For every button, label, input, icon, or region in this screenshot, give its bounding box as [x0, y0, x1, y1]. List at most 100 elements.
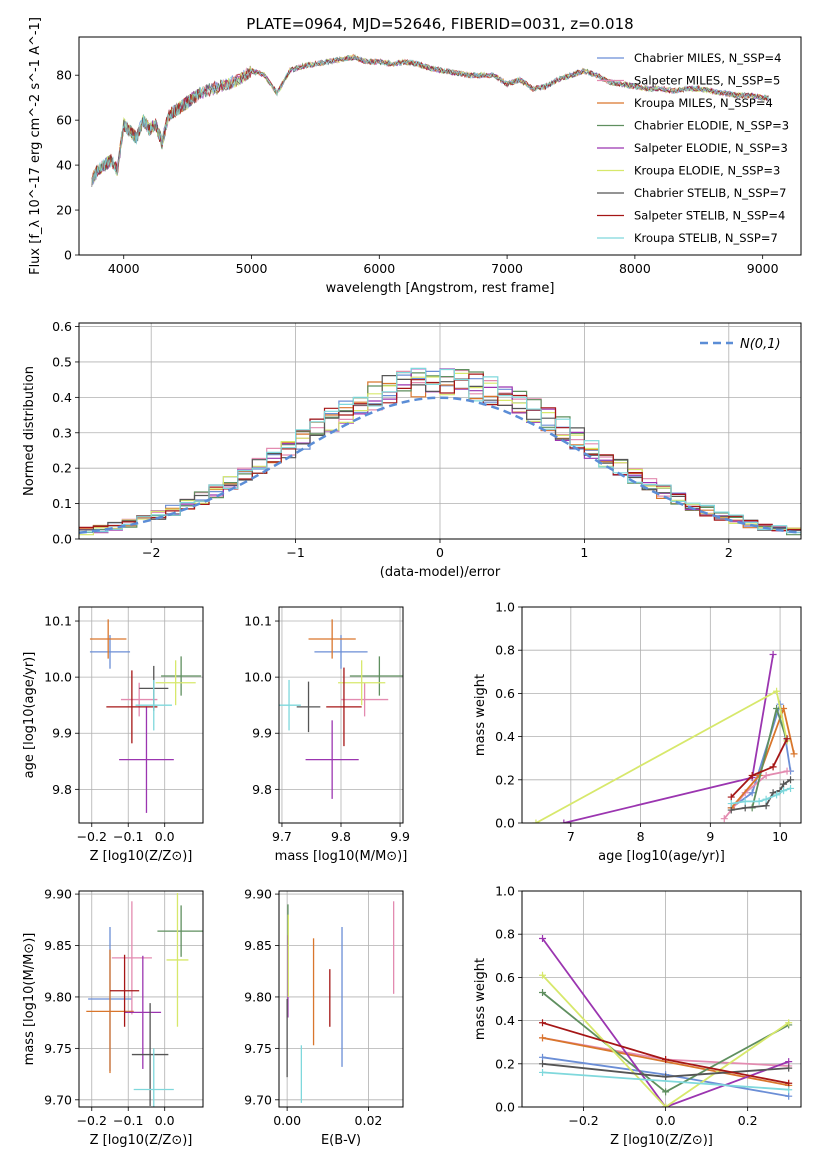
- errorbar-point: [124, 955, 162, 1069]
- errorbar-point: [155, 660, 196, 706]
- weight-line: [730, 705, 795, 809]
- weight-marker: [773, 687, 781, 695]
- y-tick-label: 9.70: [44, 1092, 72, 1107]
- x-tick-label: −0.1: [113, 1113, 143, 1128]
- errorbar-point: [157, 905, 203, 957]
- errorbars: [286, 901, 395, 1103]
- errorbar-point: [326, 667, 362, 747]
- y-tick-label: 10.1: [44, 614, 72, 629]
- x-axis-label: Z [log10(Z/Z⊙)]: [90, 849, 193, 864]
- y-tick-label: 0.4: [495, 1013, 515, 1028]
- x-tick-label: −0.1: [113, 829, 143, 844]
- spectrum-line: [91, 55, 769, 188]
- x-tick-label: 1: [580, 545, 588, 560]
- weight-marker: [560, 819, 568, 823]
- y-tick-label: 0.6: [495, 686, 515, 701]
- errorbar-point: [166, 893, 189, 1027]
- weight-line: [542, 1071, 789, 1091]
- weight-line: [535, 689, 788, 823]
- y-tick-label: 80: [56, 68, 72, 83]
- x-axis-label: wavelength [Angstrom, rest frame]: [326, 281, 555, 296]
- y-tick-label: 0.2: [495, 772, 515, 787]
- errorbar-point: [338, 660, 386, 706]
- errorbar-point: [135, 679, 172, 731]
- normal-curve: [79, 396, 801, 535]
- spectrum-line: [91, 54, 769, 185]
- x-axis-label: mass [log10(M/M⊙)]: [275, 849, 408, 864]
- axes-frame: [521, 890, 802, 1108]
- errorbar-point: [279, 679, 301, 731]
- y-tick-label: 0.0: [495, 1100, 515, 1115]
- x-tick-label: −2: [142, 545, 160, 560]
- y-axis-label: age [log10(age/yr)]: [22, 652, 37, 779]
- y-tick-label: 0.8: [495, 927, 515, 942]
- errorbar-point: [89, 635, 131, 669]
- axes-frame: [78, 890, 204, 1108]
- weight-marker: [780, 705, 788, 713]
- weight-line: [730, 738, 788, 798]
- weight-marker: [785, 1092, 793, 1100]
- weight-line: [541, 937, 790, 1107]
- y-tick-label: 9.80: [44, 989, 72, 1004]
- axes-frame: [78, 606, 204, 824]
- weight-marker: [755, 797, 763, 805]
- weight-marker: [780, 780, 788, 788]
- weight-marker: [783, 735, 791, 743]
- errorbar-point: [86, 949, 134, 1074]
- y-tick-label: 40: [56, 158, 72, 173]
- y-tick-label: 0.8: [495, 643, 515, 658]
- errorbar-point: [106, 670, 158, 744]
- errorbar-point: [131, 1003, 169, 1106]
- y-tick-label: 9.80: [244, 989, 272, 1004]
- errorbar-point: [305, 720, 359, 799]
- x-tick-label: −1: [286, 545, 304, 560]
- errorbar-point: [341, 682, 389, 717]
- y-tick-label: 0.3: [52, 425, 72, 440]
- histograms: [79, 367, 801, 536]
- weight-marker: [748, 771, 756, 779]
- weight-marker: [727, 806, 735, 814]
- weight-lines: [539, 935, 793, 1107]
- histogram-step: [79, 367, 801, 534]
- weight-line: [541, 974, 790, 1107]
- weight-lines: [532, 651, 798, 823]
- errorbar-point: [111, 901, 152, 1015]
- legend-label: Chabrier STELIB, N_SSP=7: [634, 186, 786, 200]
- weight-marker: [787, 784, 795, 792]
- y-tick-label: 10.0: [244, 670, 272, 685]
- weight-marker: [780, 787, 788, 795]
- y-tick-label: 0.6: [495, 970, 515, 985]
- y-tick-label: 9.70: [244, 1092, 272, 1107]
- weight-marker: [662, 1073, 670, 1081]
- weight-line: [723, 770, 788, 820]
- weight-marker: [785, 1086, 793, 1094]
- x-tick-label: 6000: [363, 261, 395, 276]
- y-tick-label: 9.9: [52, 726, 72, 741]
- x-tick-label: 4000: [108, 261, 140, 276]
- x-tick-label: 9.9: [390, 829, 410, 844]
- axes-spectrum: 4000 5000 6000 7000 8000 9000 0 20 40 60 80 wavelen…: [28, 17, 802, 296]
- y-tick-label: 0.2: [495, 1056, 515, 1071]
- x-tick-label: 8: [637, 829, 645, 844]
- weight-marker: [720, 815, 728, 823]
- x-tick-label: 8000: [619, 261, 651, 276]
- x-tick-label: 9: [706, 829, 714, 844]
- y-tick-label: 0.0: [495, 816, 515, 831]
- spectrum-lines: [91, 53, 769, 188]
- y-axis-label: Flux [f_λ 10^-17 erg cm^-2 s^-1 A^-1]: [28, 17, 43, 275]
- weight-marker: [785, 1019, 793, 1027]
- weight-marker: [783, 767, 791, 775]
- legend: N(0,1): [700, 337, 781, 352]
- histogram-step: [79, 373, 801, 532]
- y-tick-label: 1.0: [495, 884, 515, 899]
- x-tick-label: 9.7: [272, 829, 292, 844]
- axes-residuals: −2 −1 0 1 2 0.0 0.1 0.2 0.3 0.4 0.5 0.6 (data-model)…: [22, 319, 802, 580]
- y-tick-label: 10.1: [244, 614, 272, 629]
- weight-marker: [539, 1019, 547, 1027]
- y-tick-label: 0.4: [52, 390, 72, 405]
- weight-marker: [539, 989, 547, 997]
- axes-weight-vs-Z: −0.2 0.0 0.2 0.0 0.2 0.4 0.6 0.8 1.0 Z [log10(Z/Z…: [473, 884, 802, 1148]
- axes-age-vs-mass: 9.7 9.8 9.9 9.8 9.9 10.0 10.1 mass [log10(M/M⊙)…: [244, 606, 410, 864]
- x-tick-label: 7: [567, 829, 575, 844]
